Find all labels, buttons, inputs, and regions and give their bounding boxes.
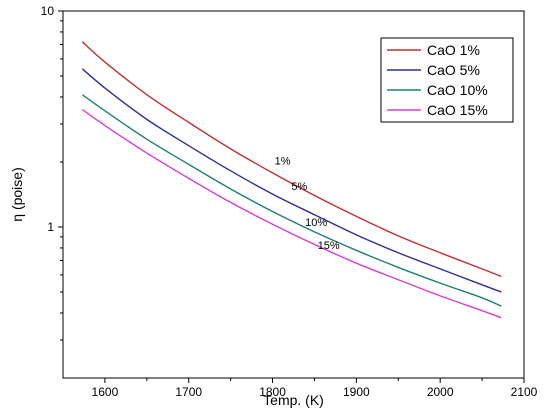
legend-items: CaO 1% CaO 5% CaO 10% CaO 15% <box>387 42 488 118</box>
series-layer <box>81 41 502 319</box>
legend-label: CaO 5% <box>427 62 480 78</box>
x-axis-title: Temp. (K) <box>263 392 324 408</box>
legend-label: CaO 10% <box>427 82 488 98</box>
series-line-4 <box>81 108 502 319</box>
annotation-label: 15% <box>318 240 340 252</box>
legend-label: CaO 1% <box>427 42 480 58</box>
legend-label: CaO 15% <box>427 102 488 118</box>
x-tick-label: 2000 <box>427 385 454 399</box>
y-axis-ticks: 1 10 <box>41 4 63 234</box>
x-axis-ticks: 1600 1700 1800 1900 2000 2100 <box>92 378 538 399</box>
annotation-label: 5% <box>291 181 307 193</box>
series-line-2 <box>81 68 502 293</box>
series-line-1 <box>81 41 502 278</box>
plot-frame <box>62 10 525 379</box>
annotation-layer: 1% 5% 10% 15% <box>275 155 340 252</box>
x-tick-label: 1600 <box>92 385 119 399</box>
x-tick-label: 1900 <box>343 385 370 399</box>
x-tick-label: 2100 <box>511 385 538 399</box>
series-line-3 <box>81 94 502 307</box>
y-axis-title: η (poise) <box>9 167 25 221</box>
annotation-label: 1% <box>275 155 291 167</box>
annotation-label: 10% <box>305 217 327 229</box>
legend-box <box>380 37 514 123</box>
x-tick-label: 1800 <box>259 385 286 399</box>
legend: CaO 1% CaO 5% CaO 10% CaO 15% <box>380 37 514 123</box>
x-tick-label: 1700 <box>175 385 202 399</box>
y-tick-label: 1 <box>47 220 54 234</box>
y-tick-label: 10 <box>41 4 55 18</box>
